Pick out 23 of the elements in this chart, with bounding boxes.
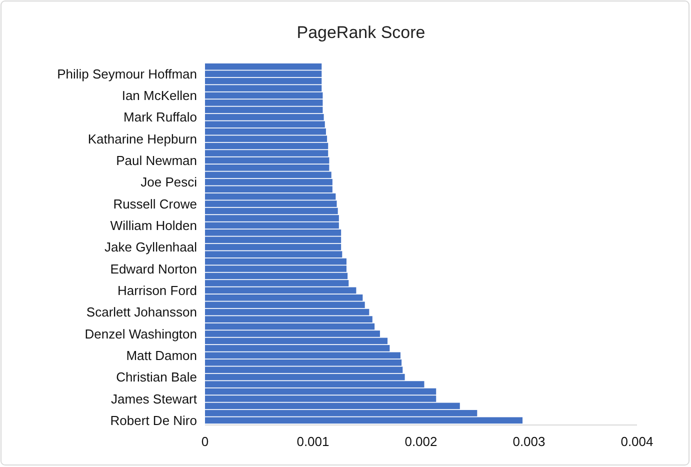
- y-tick-label: James Stewart: [111, 391, 198, 406]
- y-tick-label: Scarlett Johansson: [86, 304, 197, 320]
- y-tick-label: Robert De Niro: [110, 412, 197, 428]
- y-tick-label: Russell Crowe: [113, 196, 197, 212]
- y-tick-label: Ian McKellen: [122, 88, 197, 104]
- x-tick-label: 0.003: [512, 434, 546, 449]
- x-tick-label: 0.002: [404, 434, 438, 449]
- x-tick-label: 0.004: [620, 434, 654, 449]
- y-tick-label: Denzel Washington: [84, 326, 197, 342]
- y-tick-label: Edward Norton: [110, 261, 197, 276]
- y-tick-label: Philip Seymour Hoffman: [57, 66, 197, 82]
- y-tick-label: Matt Damon: [126, 348, 197, 363]
- y-tick-label: William Holden: [110, 218, 197, 233]
- y-tick-label: Harrison Ford: [118, 282, 197, 298]
- x-tick-label: 0: [201, 434, 209, 449]
- y-tick-label: Jake Gyllenhaal: [104, 240, 198, 255]
- y-tick-label: Katharine Hepburn: [88, 131, 197, 146]
- y-tick-label: Joe Pesci: [140, 174, 198, 190]
- x-tick-label: 0.001: [296, 434, 330, 449]
- y-tick-label: Mark Ruffalo: [124, 110, 197, 125]
- y-tick-label: Christian Bale: [116, 370, 197, 385]
- y-tick-label: Paul Newman: [116, 153, 197, 168]
- chart-title: PageRank Score: [296, 23, 426, 42]
